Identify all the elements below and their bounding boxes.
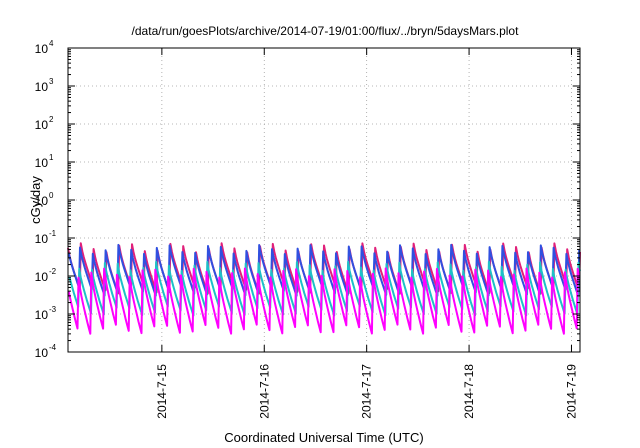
series-line — [67, 267, 581, 335]
x-tick-label: 2014-7-17 — [360, 364, 374, 419]
y-tick-exponent: 2 — [49, 115, 54, 124]
y-tick-exponent: -4 — [49, 343, 57, 352]
y-tick-label: 10 — [35, 156, 49, 170]
x-tick-label: 2014-7-19 — [564, 364, 578, 419]
y-tick-label: 10 — [35, 346, 49, 360]
y-tick-exponent: 4 — [49, 39, 54, 48]
y-tick-label: 10 — [35, 232, 49, 246]
y-tick-label: 10 — [35, 42, 49, 56]
x-axis-label: Coordinated Universal Time (UTC) — [224, 430, 423, 445]
y-tick-exponent: 1 — [49, 153, 54, 162]
x-tick-label: 2014-7-16 — [257, 364, 271, 419]
y-tick-label: 10 — [35, 194, 49, 208]
y-tick-exponent: 3 — [49, 77, 54, 86]
y-tick-label: 10 — [35, 80, 49, 94]
chart-title: /data/run/goesPlots/archive/2014-07-19/0… — [132, 24, 520, 38]
y-tick-label: 10 — [35, 308, 49, 322]
y-tick-exponent: -1 — [49, 229, 57, 238]
series-lines — [67, 242, 581, 335]
grid — [68, 48, 580, 352]
x-axis-ticks: 2014-7-15 2014-7-16 2014-7-17 2014-7-18 2014… — [155, 48, 578, 419]
x-tick-label: 2014-7-15 — [155, 364, 169, 419]
y-tick-exponent: -3 — [49, 305, 57, 314]
y-tick-exponent: 0 — [49, 191, 54, 200]
x-tick-label: 2014-7-18 — [462, 364, 476, 419]
y-tick-exponent: -2 — [49, 267, 57, 276]
y-tick-label: 10 — [35, 270, 49, 284]
y-tick-label: 10 — [35, 118, 49, 132]
y-axis-label: cGy/day — [28, 176, 43, 224]
